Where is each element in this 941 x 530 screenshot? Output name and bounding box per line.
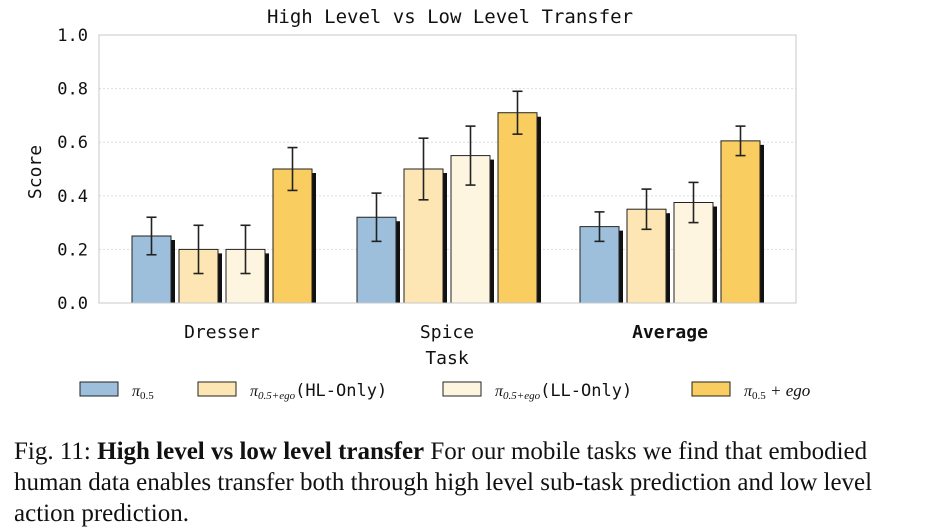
legend-swatch: [691, 381, 731, 397]
bar-0-3: [272, 168, 313, 304]
y-tick-label: 0.8: [57, 80, 88, 100]
x-tick-label: Average: [632, 322, 708, 343]
chart-title: High Level vs Low Level Transfer: [267, 6, 633, 28]
y-tick-label: 0.2: [57, 240, 88, 260]
bars: [131, 90, 764, 304]
legend-swatch: [197, 381, 237, 397]
caption-bold-title: High level vs low level transfer: [97, 438, 425, 465]
legend-label: π0.5 + ego: [744, 381, 810, 402]
legend-label: π0.5+ego(HL-Only): [250, 381, 387, 402]
y-tick-label: 0.0: [57, 294, 88, 314]
legend-item: π0.5: [79, 381, 154, 402]
legend-item: π0.5 + ego: [691, 381, 810, 402]
y-axis-label: Score: [25, 145, 46, 199]
x-tick-labels: Dresser Spice Average: [184, 322, 708, 343]
y-tick-label: 1.0: [57, 26, 88, 46]
legend: π0.5 π0.5+ego(HL-Only) π0.5+ego(LL-Only) π0…: [79, 381, 810, 402]
bar-1-3: [497, 112, 538, 304]
caption-text: For our mobile tasks we find that embodi…: [14, 438, 873, 527]
y-tick-label: 0.4: [57, 187, 88, 207]
bar-2-3: [720, 140, 761, 304]
y-tick-labels: 0.0 0.2 0.4 0.6 0.8 1.0: [57, 26, 88, 314]
bar-chart: High Level vs Low Level Transfer Score T…: [25, 6, 810, 402]
figure-caption: Fig. 11: High level vs low level transfe…: [14, 436, 929, 529]
x-tick-label: Dresser: [184, 322, 260, 343]
x-axis-label: Task: [425, 348, 469, 369]
legend-label: π0.5: [132, 383, 154, 402]
legend-swatch: [442, 381, 482, 397]
plot-frame: [98, 34, 797, 304]
legend-swatch: [79, 381, 119, 397]
caption-label: Fig. 11:: [14, 438, 91, 465]
legend-label: π0.5+ego(LL-Only): [495, 381, 632, 402]
y-tick-label: 0.6: [57, 133, 88, 153]
legend-item: π0.5+ego(HL-Only): [197, 381, 387, 402]
legend-item: π0.5+ego(LL-Only): [442, 381, 632, 402]
x-tick-label: Spice: [420, 322, 474, 343]
